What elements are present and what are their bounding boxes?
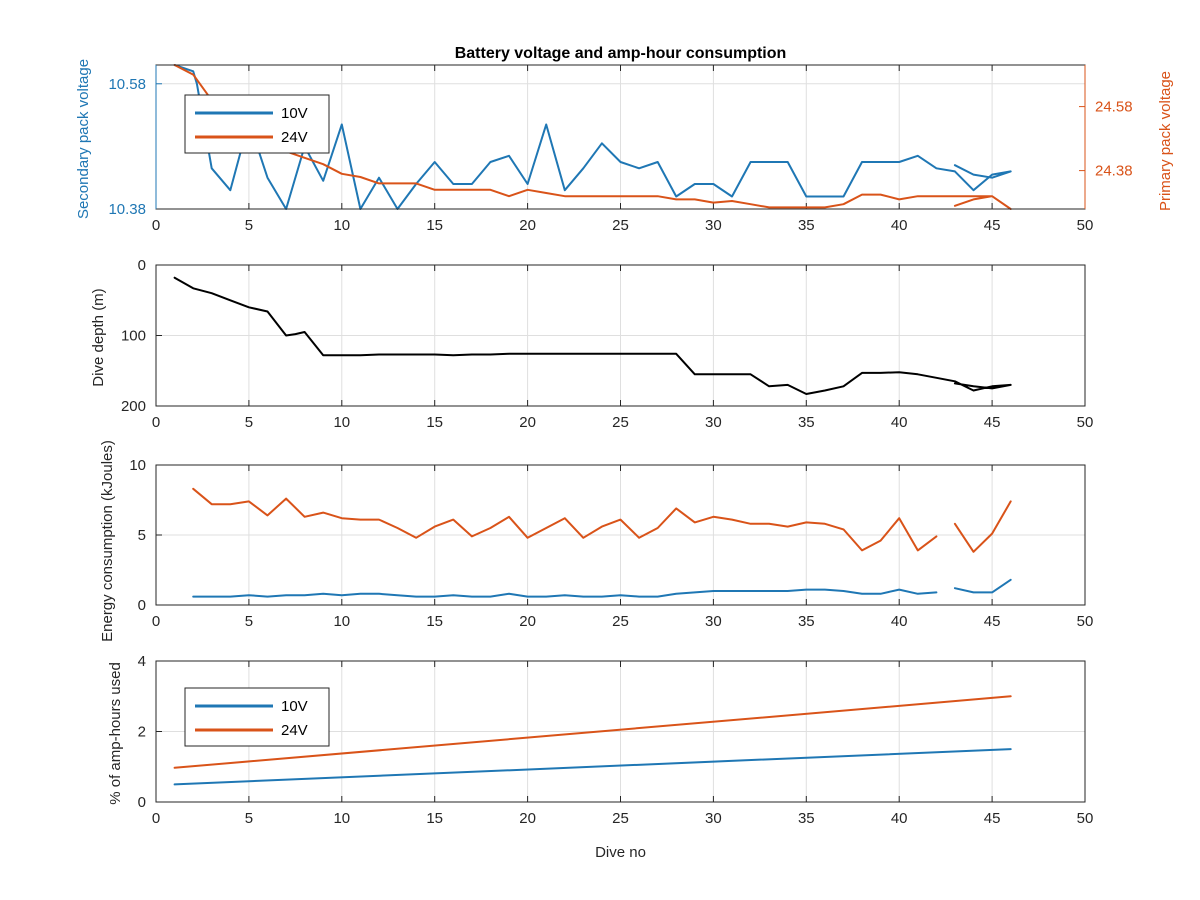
x-tick-label: 5 — [245, 810, 253, 827]
plot-frame-4 — [155, 660, 1086, 803]
x-tick-label: 0 — [152, 217, 160, 234]
x-tick-label: 40 — [891, 217, 908, 234]
x-tick-label: 40 — [891, 414, 908, 431]
x-tick-label: 15 — [426, 414, 443, 431]
chart-title: Battery voltage and amp-hour consumption — [455, 45, 787, 62]
y-right-tick-label: 24.38 — [1095, 163, 1133, 180]
x-tick-label: 25 — [612, 613, 629, 630]
series-amphours-10V — [173, 748, 1012, 786]
x-tick-label: 35 — [798, 217, 815, 234]
x-tick-label: 20 — [519, 613, 536, 630]
panel-3: 0 5 10 15 20 25 30 35 40 45 50 0 5 10 — [129, 457, 1093, 630]
x-tick-label: 40 — [891, 810, 908, 827]
x-tick-label: 40 — [891, 613, 908, 630]
y-tick-label: 10.58 — [108, 76, 146, 93]
series-energy-10V-part-2 — [953, 578, 1012, 594]
x-tick-label: 15 — [426, 217, 443, 234]
y-tick-label: 5 — [138, 527, 146, 544]
series-energy-24V-part-2 — [953, 500, 1012, 553]
x-tick-label: 5 — [245, 217, 253, 234]
x-tick-label: 0 — [152, 810, 160, 827]
series-amphours-24V — [173, 695, 1012, 769]
x-tick-label: 15 — [426, 810, 443, 827]
legend-box — [184, 687, 330, 747]
x-tick-label: 30 — [705, 414, 722, 431]
legend-box — [184, 94, 330, 154]
x-tick-label: 25 — [612, 414, 629, 431]
x-tick-label: 25 — [612, 810, 629, 827]
x-tick-label: 50 — [1077, 414, 1094, 431]
x-tick-label: 20 — [519, 810, 536, 827]
x-tick-label: 35 — [798, 613, 815, 630]
y-tick-label: 2 — [138, 724, 146, 741]
x-tick-label: 10 — [333, 414, 350, 431]
x-tick-label: 10 — [333, 613, 350, 630]
x-tick-label: 10 — [333, 810, 350, 827]
x-tick-label: 20 — [519, 414, 536, 431]
legend-label-24V: 24V — [281, 722, 308, 739]
x-tick-label: 45 — [984, 414, 1001, 431]
y-axis-label-energy: Energy consumption (kJoules) — [99, 440, 116, 642]
x-tick-label: 20 — [519, 217, 536, 234]
x-tick-label: 30 — [705, 613, 722, 630]
y-axis-label-amphours: % of amp-hours used — [107, 662, 124, 805]
x-tick-label: 5 — [245, 414, 253, 431]
series-energy-24V-part-1 — [192, 487, 938, 552]
x-tick-label: 45 — [984, 810, 1001, 827]
x-tick-label: 50 — [1077, 613, 1094, 630]
y-tick-label: 10 — [129, 457, 146, 474]
y-tick-label: 4 — [138, 653, 146, 670]
x-axis-label: Dive no — [595, 844, 646, 861]
series-24V-voltage — [173, 64, 1012, 210]
plot-frame-2 — [155, 264, 1086, 407]
legend-label-10V: 10V — [281, 105, 308, 122]
x-tick-label: 10 — [333, 217, 350, 234]
x-tick-label: 45 — [984, 613, 1001, 630]
x-tick-label: 50 — [1077, 810, 1094, 827]
x-tick-label: 35 — [798, 810, 815, 827]
panel-2: 0 5 10 15 20 25 30 35 40 45 50 0 100 200 — [121, 257, 1093, 431]
x-tick-label: 15 — [426, 613, 443, 630]
series-dive-depth — [173, 276, 1012, 395]
x-tick-label: 30 — [705, 217, 722, 234]
y-right-axis-label: Primary pack voltage — [1157, 71, 1174, 211]
legend-label-24V: 24V — [281, 129, 308, 146]
y-tick-label: 0 — [138, 794, 146, 811]
x-tick-label: 45 — [984, 217, 1001, 234]
x-tick-label: 0 — [152, 414, 160, 431]
x-tick-label: 35 — [798, 414, 815, 431]
series-energy-10V-part-1 — [192, 588, 938, 598]
legend-label-10V: 10V — [281, 698, 308, 715]
y-tick-label: 0 — [138, 597, 146, 614]
x-tick-label: 0 — [152, 613, 160, 630]
plot-frame-3 — [155, 464, 1086, 606]
y-tick-label: 0 — [138, 257, 146, 274]
y-tick-label: 100 — [121, 328, 146, 345]
y-tick-label: 10.38 — [108, 201, 146, 218]
x-tick-label: 25 — [612, 217, 629, 234]
y-tick-label: 200 — [121, 398, 146, 415]
y-axis-label-depth: Dive depth (m) — [90, 288, 107, 386]
y-left-axis-label: Secondary pack voltage — [75, 59, 92, 219]
x-tick-label: 50 — [1077, 217, 1094, 234]
y-right-tick-label: 24.58 — [1095, 99, 1133, 116]
x-tick-label: 30 — [705, 810, 722, 827]
x-tick-label: 5 — [245, 613, 253, 630]
